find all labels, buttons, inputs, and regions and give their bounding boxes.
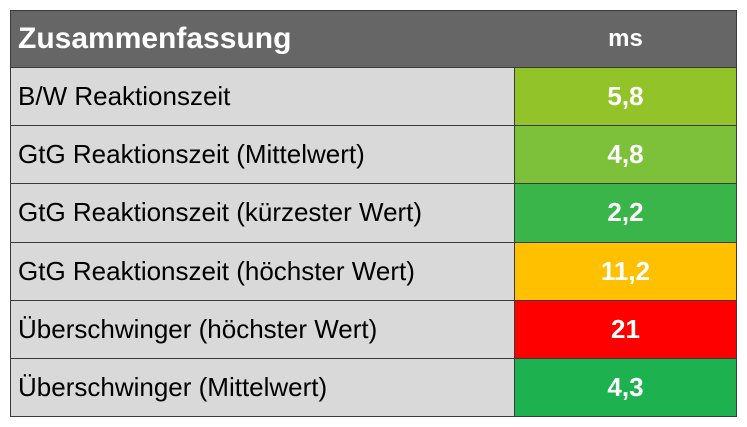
summary-table: Zusammenfassung ms B/W Reaktionszeit 5,8… bbox=[10, 10, 737, 417]
table-header: Zusammenfassung ms bbox=[11, 11, 736, 68]
table-row: GtG Reaktionszeit (Mittelwert) 4,8 bbox=[11, 126, 736, 185]
row-label: GtG Reaktionszeit (kürzester Wert) bbox=[11, 184, 515, 242]
row-value: 4,8 bbox=[515, 126, 736, 184]
row-value: 21 bbox=[515, 300, 736, 358]
header-title: Zusammenfassung bbox=[18, 22, 292, 55]
table-row: GtG Reaktionszeit (höchster Wert) 11,2 bbox=[11, 242, 736, 301]
row-value: 11,2 bbox=[515, 242, 736, 300]
row-label: Überschwinger (Mittelwert) bbox=[11, 358, 515, 417]
row-value: 4,3 bbox=[515, 358, 736, 417]
row-label: GtG Reaktionszeit (Mittelwert) bbox=[11, 126, 515, 184]
row-value: 5,8 bbox=[515, 68, 736, 126]
table-row: B/W Reaktionszeit 5,8 bbox=[11, 68, 736, 127]
table-row: Überschwinger (höchster Wert) 21 bbox=[11, 300, 736, 359]
table-row: Überschwinger (Mittelwert) 4,3 bbox=[11, 358, 736, 417]
row-label: GtG Reaktionszeit (höchster Wert) bbox=[11, 242, 515, 300]
table-row: GtG Reaktionszeit (kürzester Wert) 2,2 bbox=[11, 184, 736, 243]
header-unit: ms bbox=[608, 25, 643, 52]
row-label: Überschwinger (höchster Wert) bbox=[11, 300, 515, 358]
row-value: 2,2 bbox=[515, 184, 736, 242]
row-label: B/W Reaktionszeit bbox=[11, 68, 515, 126]
